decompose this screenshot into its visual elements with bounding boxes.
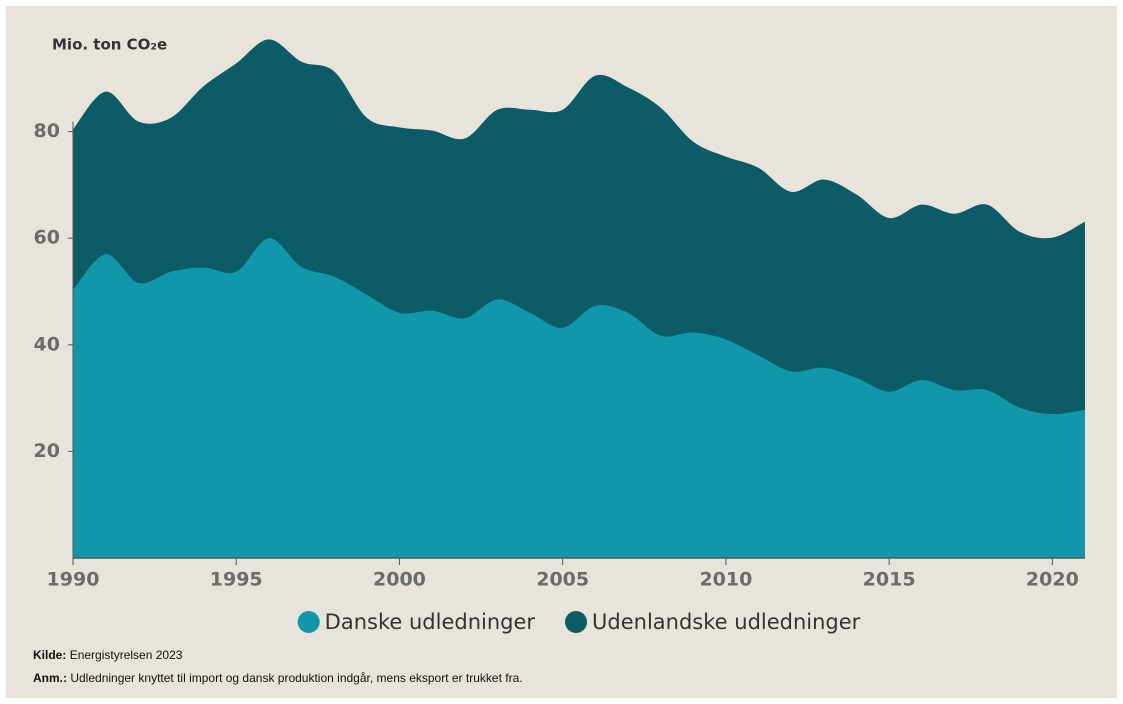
source: Kilde: Energistyrelsen 2023 (33, 648, 183, 662)
y-tick-label: 20 (34, 440, 60, 462)
x-tick-label: 2020 (1026, 569, 1079, 591)
legend-swatch (297, 611, 320, 633)
y-tick-label: 80 (34, 120, 60, 142)
x-tick-label: 2010 (699, 569, 752, 591)
source-text: Energistyrelsen 2023 (70, 648, 183, 662)
x-tick-label: 2000 (373, 569, 426, 591)
x-tick-label: 1995 (210, 569, 263, 591)
y-tick-label: 40 (34, 333, 60, 355)
legend: Danske udledninger Udenlandske udledninge… (297, 610, 861, 634)
source-label: Kilde: (33, 648, 66, 662)
note-text: Udledninger knyttet til import og dansk … (70, 671, 522, 685)
area (73, 238, 1085, 558)
x-tick-label: 2015 (863, 569, 916, 591)
x-tick-label: 1990 (47, 569, 100, 591)
unit-label: Mio. ton CO₂e (52, 36, 167, 54)
note-label: Anm.: (33, 671, 67, 685)
legend-swatch (565, 611, 588, 633)
legend-label: Danske udledninger (325, 610, 536, 634)
note: Anm.: Udledninger knyttet til import og … (33, 671, 523, 685)
legend-label: Udenlandske udledninger (592, 610, 861, 634)
y-tick-label: 60 (34, 227, 60, 249)
x-tick-label: 2005 (536, 569, 589, 591)
